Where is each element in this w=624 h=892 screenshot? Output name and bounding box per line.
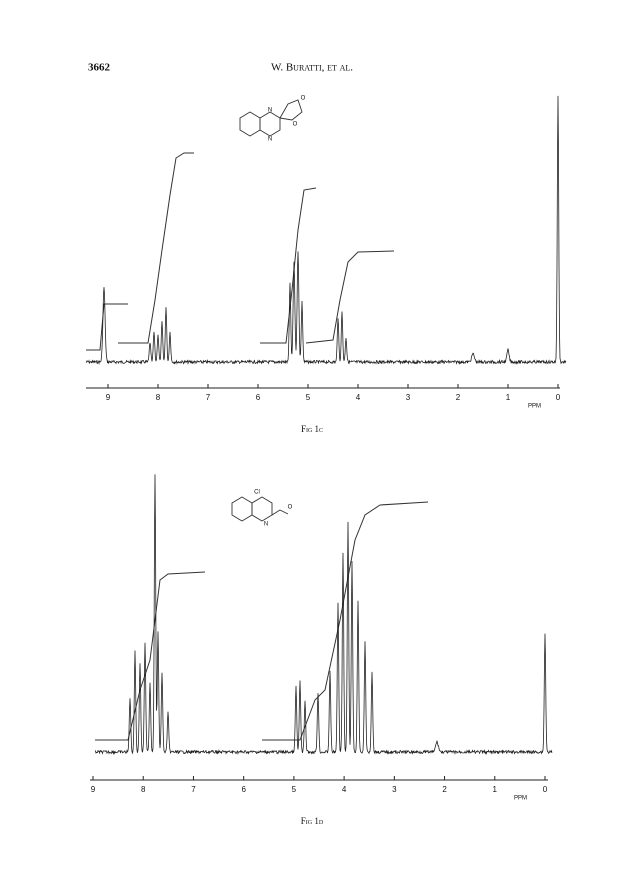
x-tick-label: 7 — [191, 785, 196, 794]
atom: O — [288, 505, 293, 511]
axis-unit: PPM — [514, 796, 527, 802]
spectrum — [85, 95, 567, 366]
x-tick-label: 0 — [556, 393, 561, 402]
x-tick-label: 2 — [456, 393, 461, 402]
figure-caption: Fig 1d — [301, 816, 324, 826]
running-head: W. Buratti, et al. — [271, 62, 353, 74]
x-tick-label: 0 — [543, 785, 548, 794]
atom: N — [264, 522, 268, 528]
x-tick-label: 9 — [91, 785, 96, 794]
spectrum — [94, 474, 553, 756]
x-tick-label: 3 — [406, 393, 411, 402]
figure-caption: Fig 1c — [301, 424, 323, 434]
structure-2: Cl N O — [231, 490, 293, 528]
integral-curve — [305, 250, 395, 344]
atom: Cl — [254, 490, 260, 496]
integral-curve — [86, 303, 128, 351]
x-tick-label: 5 — [292, 785, 297, 794]
x-tick-label: 7 — [206, 393, 211, 402]
integral-curve — [95, 571, 206, 741]
x-tick-label: 1 — [506, 393, 511, 402]
x-tick-label: 4 — [356, 393, 361, 402]
x-tick-label: 1 — [493, 785, 498, 794]
integral-curve — [118, 152, 194, 344]
page-number: 3662 — [88, 62, 111, 74]
atom: O — [301, 96, 306, 102]
structure-1: N N O O — [239, 96, 306, 143]
atom: O — [293, 122, 298, 128]
x-tick-label: 5 — [306, 393, 311, 402]
atom: N — [268, 108, 272, 114]
axis-unit: PPM — [528, 404, 541, 410]
x-tick-label: 6 — [241, 785, 246, 794]
atom: N — [268, 137, 272, 143]
integral-curve — [260, 187, 317, 344]
x-tick-label: 6 — [256, 393, 261, 402]
x-tick-label: 4 — [342, 785, 347, 794]
x-tick-label: 8 — [141, 785, 146, 794]
x-tick-label: 2 — [442, 785, 447, 794]
x-tick-label: 8 — [156, 393, 161, 402]
x-tick-label: 3 — [392, 785, 397, 794]
x-tick-label: 9 — [106, 393, 111, 402]
integral-curve — [262, 501, 429, 741]
